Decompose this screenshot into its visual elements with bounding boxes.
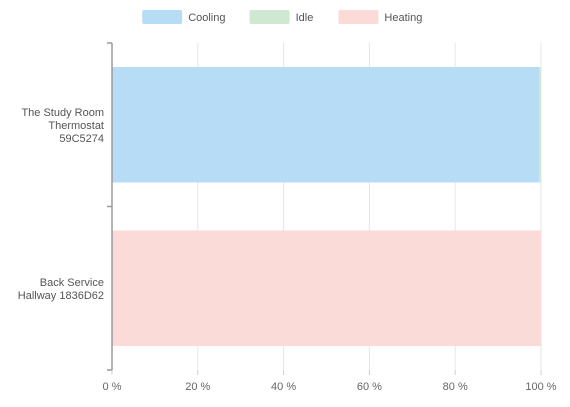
y-category-label: Hallway 1836D62 xyxy=(18,290,104,302)
y-category-label: The Study Room xyxy=(21,107,104,119)
x-tick-label: 100 % xyxy=(525,381,556,393)
bar-cooling-0[interactable] xyxy=(112,67,540,183)
x-tick-label: 40 % xyxy=(271,381,296,393)
legend-label-heating[interactable]: Heating xyxy=(384,12,422,24)
x-tick-label: 80 % xyxy=(443,381,468,393)
legend-swatch-cooling[interactable] xyxy=(142,10,183,24)
bar-idle-0[interactable] xyxy=(539,67,541,183)
y-category-label: 59C5274 xyxy=(59,133,104,145)
bar-heating-1[interactable] xyxy=(112,230,541,347)
x-tick-label: 60 % xyxy=(357,381,382,393)
y-category-label: Thermostat xyxy=(48,120,104,132)
x-tick-label: 20 % xyxy=(185,381,210,393)
x-tick-label: 0 % xyxy=(103,381,122,393)
legend-swatch-heating[interactable] xyxy=(338,10,379,24)
y-category-label: Back Service xyxy=(40,277,104,289)
legend-swatch-idle[interactable] xyxy=(249,10,290,24)
legend-label-idle[interactable]: Idle xyxy=(296,12,314,24)
legend-label-cooling[interactable]: Cooling xyxy=(188,12,225,24)
